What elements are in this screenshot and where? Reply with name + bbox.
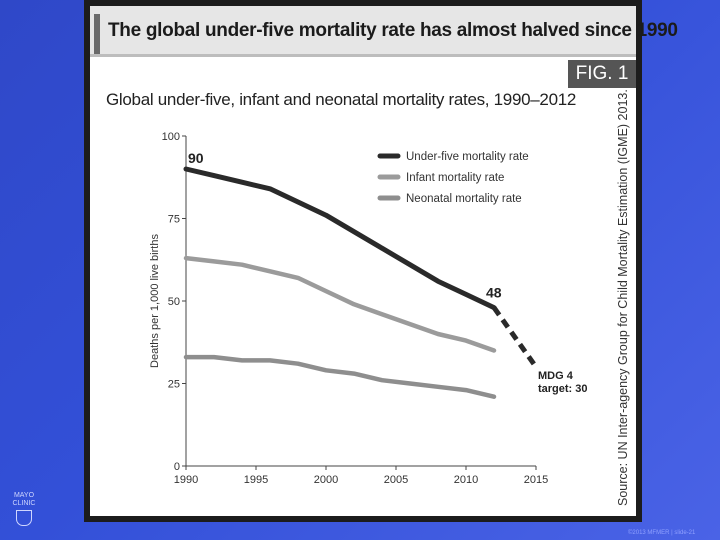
banner-accent-bar: [94, 14, 100, 54]
shield-icon: [16, 510, 32, 526]
mdg-projection-line: [491, 306, 539, 369]
x-tick-label: 2000: [314, 474, 338, 486]
y-tick-label: 25: [168, 379, 180, 391]
series-line-1: [183, 166, 497, 311]
mayo-clinic-logo: MAYO CLINIC: [6, 492, 42, 532]
legend-label-1: Under-five mortality rate: [406, 151, 529, 163]
legend-label-2: Infant mortality rate: [406, 172, 504, 184]
y-axis-label: Deaths per 1,000 live births: [149, 234, 161, 368]
y-tick-label: 100: [162, 131, 180, 143]
annotation-mdg-target: target: 30: [538, 383, 588, 395]
annotation-mdg-label: MDG 4: [538, 370, 574, 382]
annotation-2012-value: 48: [486, 285, 502, 301]
line-chart: 0 25 50 75 100 1990 1995 2000 2005 2010 2015 Deaths…: [149, 131, 588, 486]
chart-title: Global under-five, infant and neonatal m…: [106, 90, 577, 109]
legend-label-3: Neonatal mortality rate: [406, 193, 522, 205]
y-tick-label: 75: [168, 214, 180, 226]
x-tick-label: 1995: [244, 474, 268, 486]
x-tick-label: 1990: [174, 474, 198, 486]
logo-line-2: CLINIC: [12, 500, 36, 507]
figure-card: The global under-five mortality rate has…: [90, 6, 678, 516]
logo-line-1: MAYO: [13, 492, 35, 499]
headline: The global under-five mortality rate has…: [108, 20, 678, 41]
series-line-3: [183, 354, 497, 399]
y-tick-label: 50: [168, 296, 180, 308]
x-tick-label: 2005: [384, 474, 408, 486]
figure-number: FIG. 1: [568, 60, 636, 88]
x-tick-label: 2015: [524, 474, 548, 486]
series-line-2: [183, 255, 497, 353]
slide-footer: ©2013 MFMER | slide-21: [628, 530, 696, 536]
figure-frame: The global under-five mortality rate has…: [84, 0, 678, 522]
headline-banner: The global under-five mortality rate has…: [90, 6, 678, 57]
y-tick-label: 0: [174, 461, 180, 473]
x-tick-label: 2010: [454, 474, 478, 486]
annotation-start-value: 90: [188, 150, 204, 166]
